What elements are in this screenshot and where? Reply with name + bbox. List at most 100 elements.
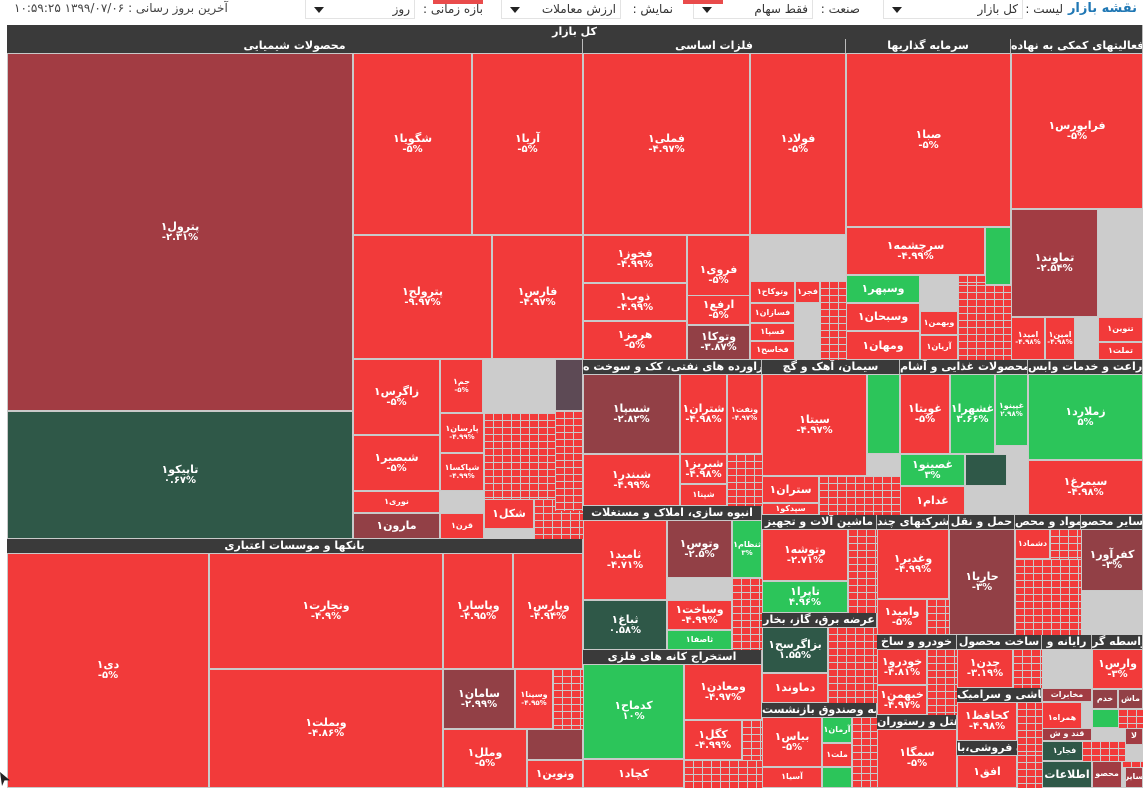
stock-tile[interactable]: سیمرغ۱ -۴.۹۸% [1028, 460, 1143, 515]
stock-tile[interactable]: محصو [1092, 761, 1122, 788]
stock-tile[interactable]: ونفت۱ -۴.۹۷% [727, 374, 762, 454]
small-stocks-cluster[interactable] [1050, 529, 1081, 559]
sector-header[interactable]: کاشی و سرامیک [957, 688, 1042, 702]
stock-tile[interactable]: ماش [1118, 689, 1143, 709]
small-stocks-cluster[interactable] [1017, 755, 1042, 788]
stock-tile[interactable]: خبهمن۱ -۴.۹۷% [877, 685, 927, 715]
stock-tile[interactable]: بیاس۱ -۵% [762, 717, 822, 767]
sector-header[interactable]: سیمان، آهک و گچ [762, 360, 900, 374]
sector-header[interactable]: استخراج کانه های فلزی [583, 650, 762, 664]
stock-tile[interactable]: ثباغ۱ ۰.۵۸% [583, 600, 667, 650]
small-stocks-cluster[interactable] [1017, 702, 1042, 755]
stock-tile[interactable]: افق۱ [957, 755, 1017, 788]
stock-tile[interactable]: غشهرا۱ ۳.۶۶% [950, 374, 995, 454]
sector-header[interactable]: ساخت محصول [957, 635, 1042, 649]
stock-tile[interactable]: جم۱ -۵% [440, 359, 483, 413]
stock-tile[interactable]: شپاکسا۱ -۴.۹۹% [440, 453, 484, 491]
stock-tile[interactable]: وپارس۱ -۴.۹۴% [513, 553, 583, 669]
stock-tile[interactable]: آریان۱ [920, 335, 958, 360]
sector-header[interactable]: محصولات غذایی و آشام [900, 360, 1028, 374]
stock-tile[interactable]: ثامید۱ -۴.۷۱% [583, 520, 667, 600]
stock-tile[interactable]: فجر۱ [795, 281, 820, 303]
stock-tile[interactable]: وتجارت۱ -۴.۹% [209, 553, 443, 669]
small-stocks-cluster[interactable] [958, 285, 1011, 360]
stock-tile[interactable]: تملت۱ [1098, 342, 1143, 360]
sector-header[interactable]: شرکتهای چند [877, 515, 949, 529]
stock-tile[interactable]: فرابورس۱ -۵% [1011, 53, 1143, 209]
sector-header[interactable]: سرمایه گذاریها [846, 39, 1011, 53]
sector-header[interactable]: عرضه برق، گاز، بخار [762, 613, 877, 627]
stock-tile[interactable]: غدام۱ [900, 486, 965, 515]
stock-tile[interactable]: کفرآور۱ -۳% [1081, 529, 1143, 591]
small-stocks-cluster[interactable] [1118, 709, 1143, 728]
sector-header[interactable]: فعالیتهای کمکی به نهاده [1011, 39, 1143, 53]
small-stocks-cluster[interactable] [1013, 649, 1042, 688]
sector-header[interactable]: مواد و محص [1015, 515, 1081, 529]
sector-header[interactable]: حمل و نقل [949, 515, 1015, 529]
stock-tile[interactable]: آسیا۱ [762, 767, 822, 788]
stock-tile[interactable]: آریا۱ -۵% [472, 53, 583, 235]
stock-tile[interactable]: اطلاعات [1042, 761, 1092, 788]
stock-tile[interactable]: غصینو۱ ۳% [900, 454, 965, 486]
small-stocks-cluster[interactable] [927, 599, 949, 635]
stock-tile[interactable]: زملارد۱ ۵% [1028, 374, 1143, 460]
stock-tile[interactable]: دی۱ -۵% [7, 553, 209, 788]
stock-tile[interactable]: شبندر۱ -۴.۹۹% [583, 454, 680, 506]
stock-tile[interactable]: سرچشمه۱ -۴.۹۹% [846, 227, 985, 275]
stock-tile[interactable]: وتوشه۱ -۲.۷۱% [762, 529, 848, 581]
stock-tile[interactable]: وپاسار۱ -۴.۹۵% [443, 553, 513, 669]
stock-tile[interactable]: کگل۱ -۴.۹۹% [684, 720, 742, 760]
stock-tile[interactable]: فخاسح۱ [750, 341, 795, 360]
stock-tile[interactable]: شسپا۱ -۲.۸۲% [583, 374, 680, 454]
small-stocks-cluster[interactable] [1122, 761, 1143, 767]
stock-tile[interactable]: ثاصفا۱ [667, 630, 732, 650]
stock-tile[interactable]: قند و ش [1042, 728, 1092, 741]
stock-tile[interactable]: خدم [1092, 689, 1118, 709]
sector-header[interactable]: هتل و رستوران [877, 715, 957, 729]
stock-tile[interactable]: بزاگرسح۱ ۱.۵۵% [762, 627, 828, 673]
stock-tile[interactable]: ومهان۱ [846, 331, 920, 360]
stock-tile[interactable]: زاگرس۱ -۵% [353, 359, 440, 435]
sector-header[interactable]: واسطه گر [1092, 635, 1143, 649]
small-stocks-cluster[interactable] [553, 669, 583, 729]
stock-tile[interactable]: فولاد۱ -۵% [750, 53, 846, 235]
stock-tile[interactable]: فجار۱ [1042, 741, 1087, 761]
small-stocks-cluster[interactable] [1082, 741, 1125, 761]
period-select[interactable]: روز [305, 0, 415, 19]
small-stocks-cluster[interactable] [684, 760, 762, 788]
stock-tile[interactable]: لا [1125, 728, 1143, 745]
stock-tile[interactable]: سمگا۱ -۵% [877, 729, 957, 788]
stock-tile[interactable]: تاپیکو۱ ۰.۶۷% [7, 411, 353, 539]
stock-tile[interactable]: ومعادن۱ -۴.۹۷% [684, 664, 762, 720]
stock-tile[interactable]: شپنا۱ [680, 484, 727, 506]
stock-tile[interactable]: هرمز۱ -۵% [583, 321, 687, 360]
stock-tile[interactable]: ستران۱ [762, 476, 819, 503]
stock-tile[interactable]: فسازان۱ [750, 303, 795, 323]
stock-tile[interactable]: وسپهر۱ [846, 275, 920, 303]
stock-tile[interactable]: کچاد۱ [583, 759, 684, 788]
stock-tile[interactable]: چدن۱ -۳.۱۹% [957, 649, 1013, 688]
stock-tile[interactable] [555, 359, 583, 411]
stock-tile[interactable]: سیتا۱ -۴.۹۷% [762, 374, 867, 476]
small-stocks-cluster[interactable] [727, 454, 762, 506]
stock-tile[interactable]: شکل۱ [484, 499, 534, 529]
stock-tile[interactable]: فسپا۱ [750, 323, 795, 341]
sector-header[interactable]: خودرو و ساخ [877, 635, 957, 649]
stock-tile[interactable] [867, 374, 900, 454]
stock-tile[interactable]: اميد۱ -۴.۹۸% [1011, 317, 1045, 360]
stock-tile[interactable]: سامان۱ -۲.۹۹% [443, 669, 515, 729]
sector-header[interactable]: محصولات شیمیایی [7, 39, 583, 53]
stock-tile[interactable]: ذوب۱ -۴.۹۹% [583, 283, 687, 321]
small-stocks-cluster[interactable] [828, 627, 877, 703]
stock-tile[interactable]: تاپرا۱ ۴.۹۶% [762, 581, 848, 613]
stock-tile[interactable]: وتوس۱ -۲.۵% [667, 520, 732, 578]
stock-tile[interactable]: وملل۱ -۵% [443, 729, 527, 788]
stock-tile[interactable]: صبا۱ -۵% [846, 53, 1011, 227]
stock-tile[interactable]: تماوند۱ -۲.۵۴% [1011, 209, 1098, 317]
stock-tile[interactable]: کدماح۱ ۱۰% [583, 664, 684, 759]
stock-tile[interactable]: شبصیر۱ -۵% [353, 435, 440, 491]
stock-tile[interactable]: وبملت۱ -۴.۸۶% [209, 669, 443, 788]
stock-tile[interactable]: سایر [1125, 767, 1143, 788]
stock-tile[interactable]: ارفع۱ -۵% [687, 295, 750, 325]
display-select[interactable]: ارزش معاملات [501, 0, 621, 19]
